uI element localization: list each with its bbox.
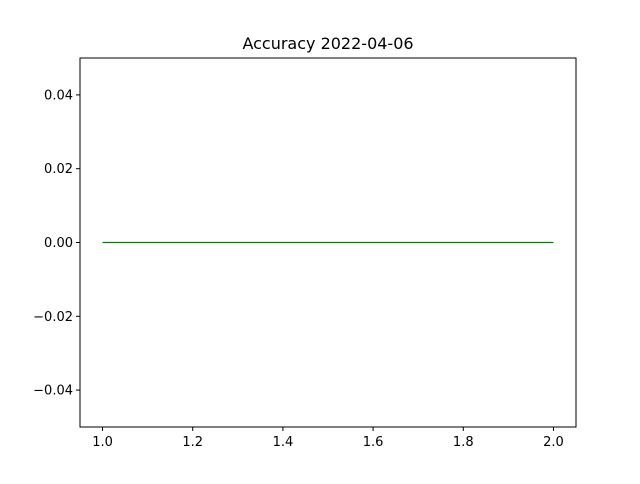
x-tick-label: 1.6 <box>363 435 384 450</box>
y-axis: −0.04 −0.02 0.00 0.02 0.04 <box>33 88 80 399</box>
y-tick-label: −0.02 <box>33 310 73 325</box>
y-tick-label: 0.02 <box>44 162 73 177</box>
y-tick-label: −0.04 <box>33 384 73 399</box>
y-tick-label: 0.00 <box>44 236 73 251</box>
y-tick-label: 0.04 <box>44 88 73 103</box>
x-tick-label: 2.0 <box>543 435 564 450</box>
x-axis: 1.0 1.2 1.4 1.6 1.8 2.0 <box>92 427 564 450</box>
x-tick-label: 1.4 <box>273 435 294 450</box>
x-tick-label: 1.8 <box>453 435 474 450</box>
chart-title: Accuracy 2022-04-06 <box>242 34 413 53</box>
x-tick-label: 1.2 <box>182 435 203 450</box>
x-tick-label: 1.0 <box>92 435 113 450</box>
